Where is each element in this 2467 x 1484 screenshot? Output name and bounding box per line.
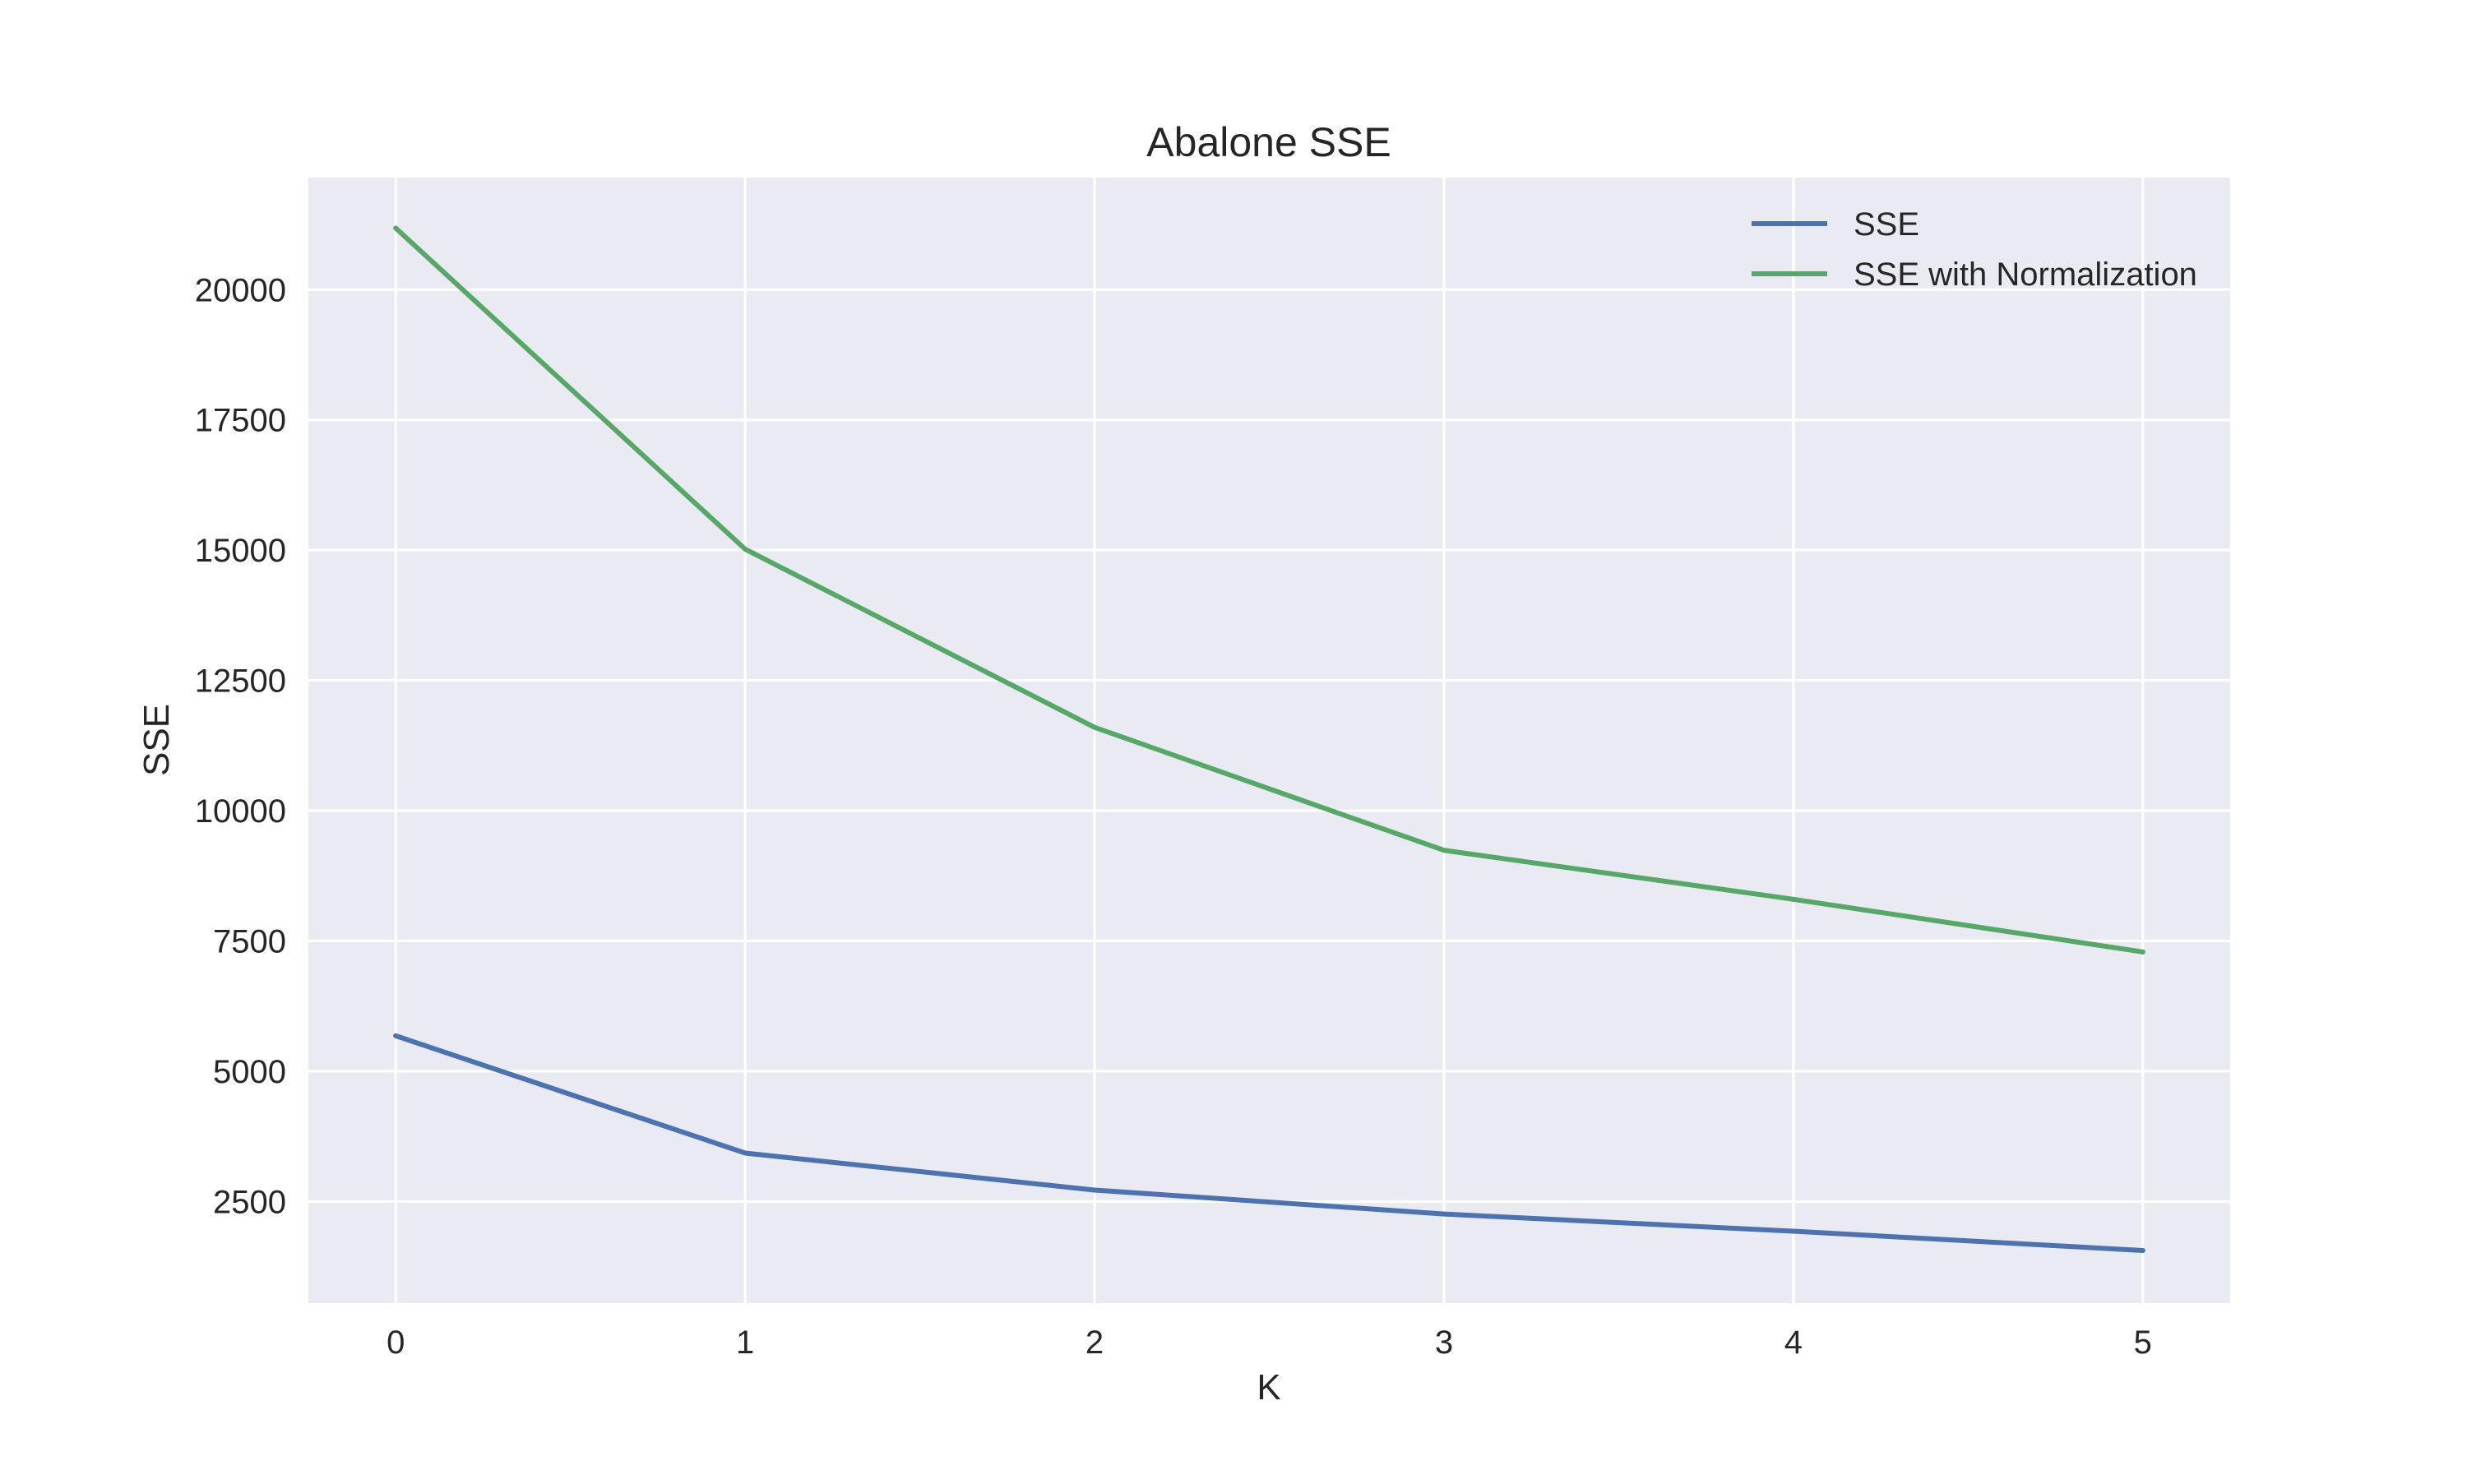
data-point — [2140, 1247, 2145, 1253]
y-tick-label: 5000 — [213, 1054, 286, 1090]
y-axis-ticks: 2500 5000 7500 10000 12500 15000 17500 20000 — [195, 272, 286, 1220]
y-tick-label: 12500 — [195, 663, 286, 700]
x-tick-label: 3 — [1435, 1325, 1453, 1361]
y-tick-label: 10000 — [195, 793, 286, 830]
plot-area — [308, 178, 2230, 1303]
data-point — [2140, 949, 2145, 955]
series-line-2 — [393, 225, 2145, 955]
data-point — [1441, 1211, 1446, 1217]
x-tick-label: 0 — [386, 1325, 405, 1361]
y-tick-label: 7500 — [213, 924, 286, 960]
data-point — [1790, 896, 1796, 902]
y-axis-title: SSE — [137, 704, 177, 776]
y-tick-label: 17500 — [195, 403, 286, 439]
grid-lines — [308, 178, 2230, 1303]
y-tick-label: 2500 — [213, 1184, 286, 1220]
legend-label-2: SSE with Normalization — [1854, 257, 2197, 293]
y-tick-label: 20000 — [195, 272, 286, 308]
x-tick-label: 2 — [1085, 1325, 1104, 1361]
legend-label-1: SSE — [1854, 206, 1919, 243]
data-point — [1790, 1228, 1796, 1234]
x-tick-label: 4 — [1784, 1325, 1803, 1361]
data-point — [393, 1033, 399, 1038]
data-point — [1092, 724, 1098, 730]
data-point — [743, 546, 748, 552]
data-point — [1441, 848, 1446, 853]
x-tick-label: 1 — [736, 1325, 754, 1361]
data-point — [1092, 1187, 1098, 1193]
y-tick-label: 15000 — [195, 533, 286, 569]
x-axis-title: K — [1257, 1367, 1280, 1408]
x-tick-label: 5 — [2134, 1325, 2152, 1361]
chart-title: Abalone SSE — [1146, 119, 1391, 165]
data-point — [743, 1150, 748, 1156]
series-lines — [393, 225, 2145, 1253]
data-point — [393, 225, 399, 231]
series-line-1 — [393, 1033, 2145, 1253]
legend: SSE SSE with Normalization — [1752, 206, 2197, 293]
x-axis-ticks: 0 1 2 3 4 5 — [386, 1325, 2152, 1361]
